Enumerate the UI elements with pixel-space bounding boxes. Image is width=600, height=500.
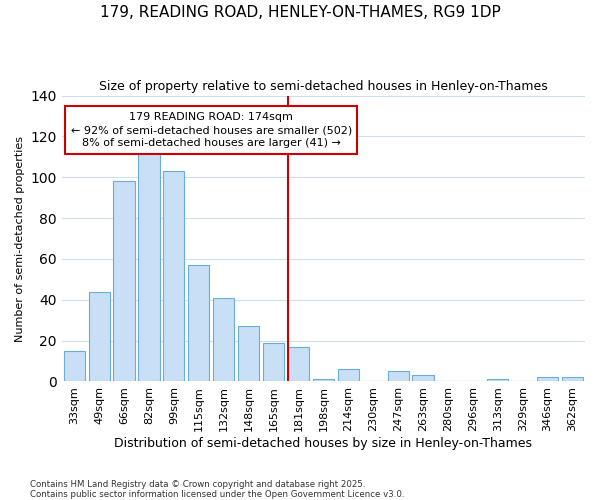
Text: 179, READING ROAD, HENLEY-ON-THAMES, RG9 1DP: 179, READING ROAD, HENLEY-ON-THAMES, RG9…: [100, 5, 500, 20]
Text: 179 READING ROAD: 174sqm
← 92% of semi-detached houses are smaller (502)
8% of s: 179 READING ROAD: 174sqm ← 92% of semi-d…: [71, 112, 352, 148]
Text: Contains HM Land Registry data © Crown copyright and database right 2025.
Contai: Contains HM Land Registry data © Crown c…: [30, 480, 404, 499]
Bar: [238, 326, 259, 382]
Bar: [89, 292, 110, 382]
Bar: [113, 182, 134, 382]
Bar: [537, 378, 558, 382]
Bar: [562, 378, 583, 382]
Bar: [487, 380, 508, 382]
Bar: [388, 371, 409, 382]
Title: Size of property relative to semi-detached houses in Henley-on-Thames: Size of property relative to semi-detach…: [99, 80, 548, 93]
X-axis label: Distribution of semi-detached houses by size in Henley-on-Thames: Distribution of semi-detached houses by …: [115, 437, 532, 450]
Y-axis label: Number of semi-detached properties: Number of semi-detached properties: [15, 136, 25, 342]
Bar: [412, 376, 434, 382]
Bar: [213, 298, 235, 382]
Bar: [163, 171, 184, 382]
Bar: [338, 369, 359, 382]
Bar: [313, 380, 334, 382]
Bar: [288, 346, 309, 382]
Bar: [64, 351, 85, 382]
Bar: [263, 342, 284, 382]
Bar: [188, 265, 209, 382]
Bar: [139, 150, 160, 382]
